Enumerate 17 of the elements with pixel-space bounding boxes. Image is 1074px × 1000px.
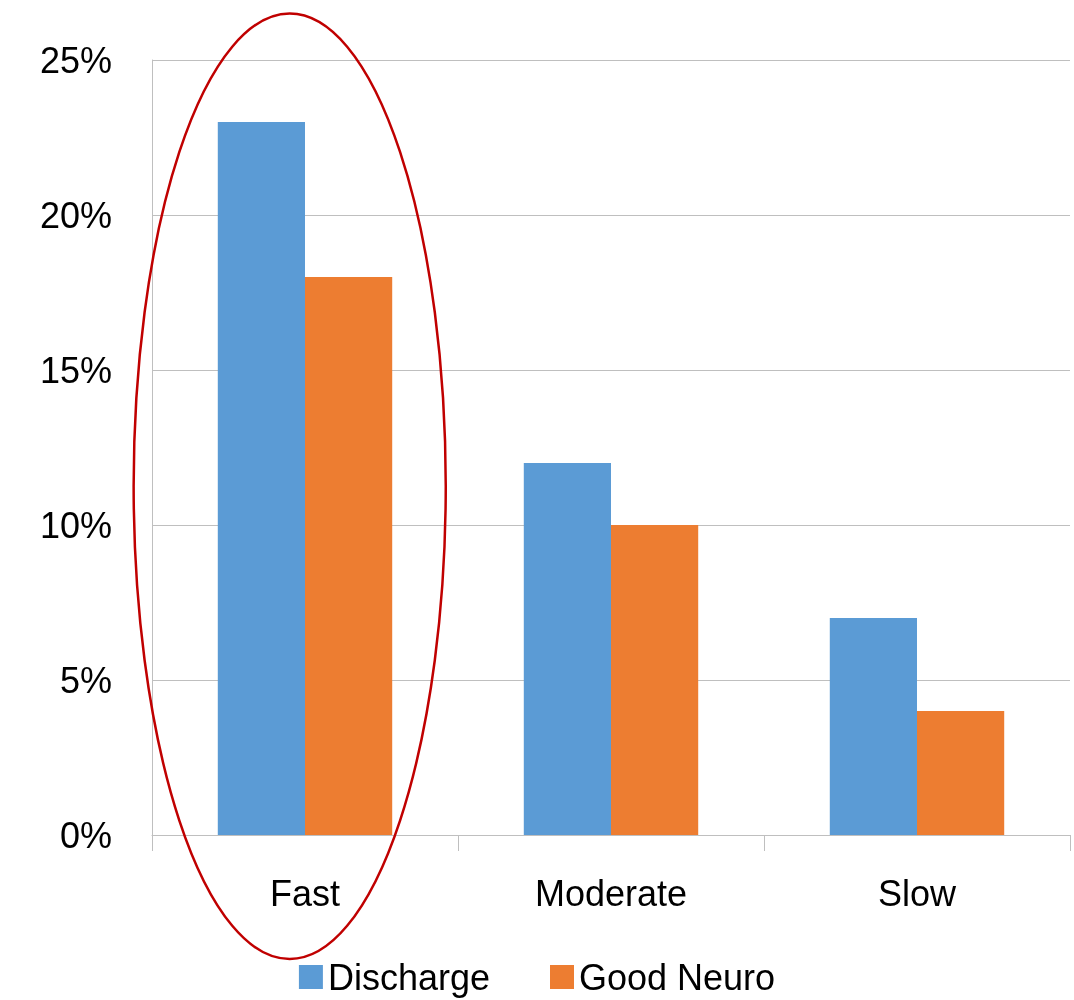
- y-tick-label: 20%: [39, 194, 112, 236]
- bar: [917, 711, 1005, 835]
- x-tick-label: Fast: [269, 872, 341, 914]
- y-tick-label: 25%: [39, 39, 112, 81]
- x-tick-label: Moderate: [534, 872, 688, 914]
- bar: [611, 525, 699, 835]
- y-tick-label: 0%: [59, 814, 112, 856]
- legend-label: Good Neuro: [578, 956, 776, 998]
- bar: [217, 122, 305, 835]
- legend-label: Discharge: [327, 956, 490, 998]
- bar: [523, 463, 611, 835]
- y-tick-label: 15%: [39, 349, 112, 391]
- y-tick-label: 5%: [59, 659, 112, 701]
- bar: [829, 618, 917, 835]
- bar: [305, 277, 393, 835]
- x-tick-label: Slow: [877, 872, 958, 914]
- y-tick-label: 10%: [39, 504, 112, 546]
